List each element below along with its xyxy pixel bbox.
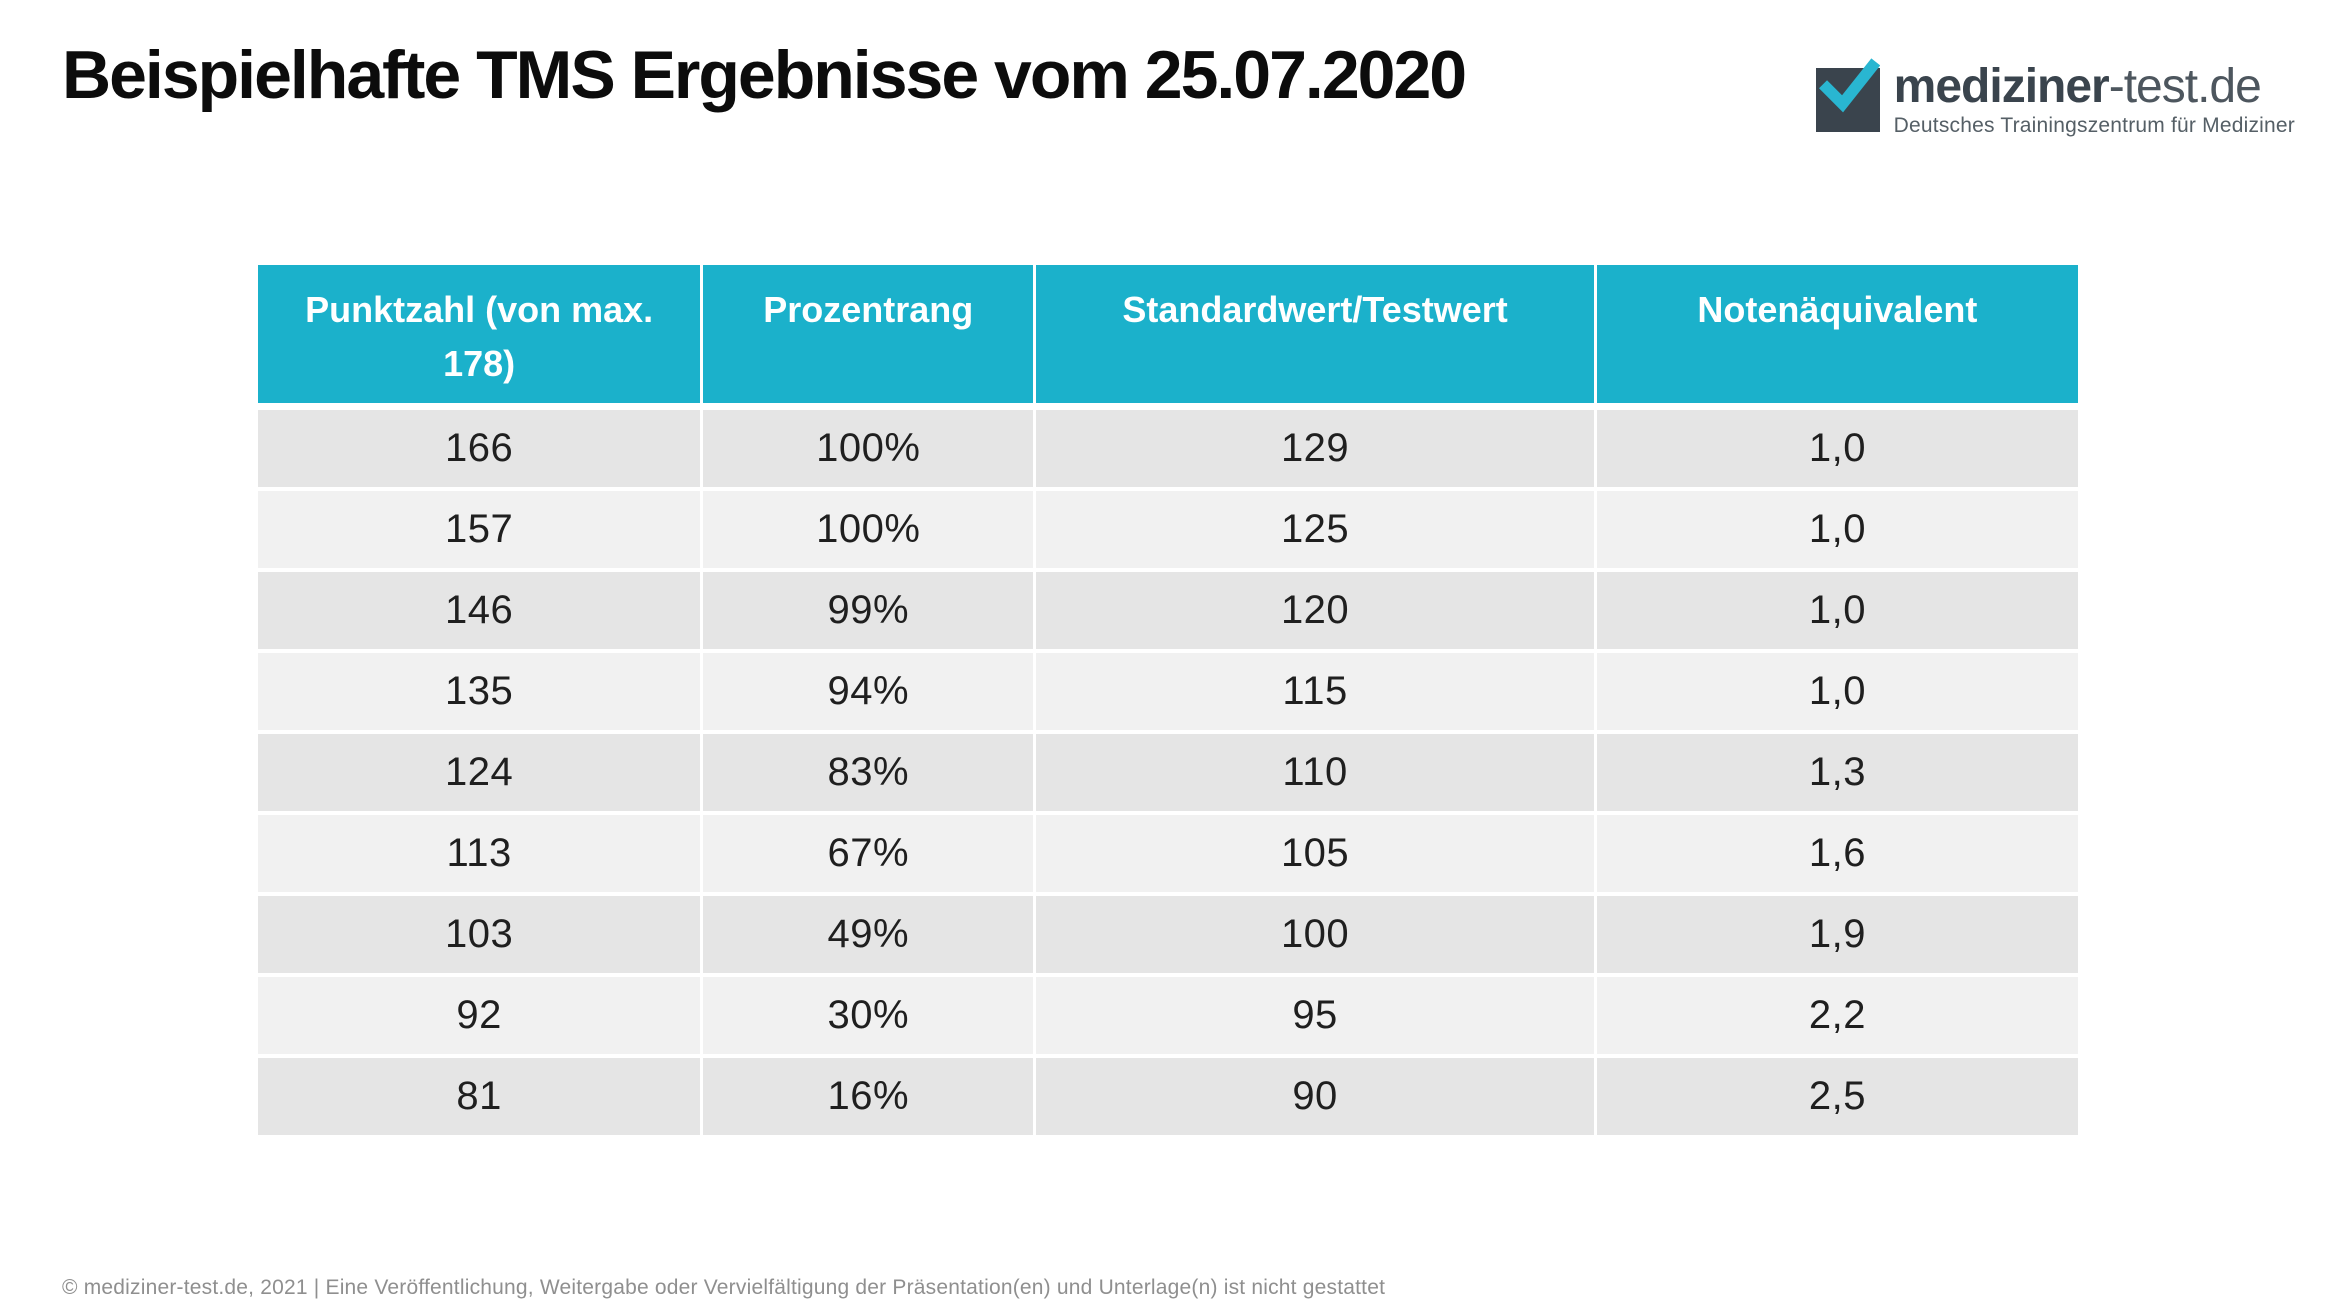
table-row: 81 16% 90 2,5	[258, 1058, 2078, 1135]
table-cell: 1,6	[1593, 815, 2078, 892]
logo-brand: mediziner-test.de	[1893, 60, 2295, 113]
table-cell: 99%	[700, 572, 1034, 649]
table-cell: 2,2	[1593, 977, 2078, 1054]
table-cell: 135	[258, 653, 701, 730]
table-body: 166 100% 129 1,0 157 100% 125 1,0 146 99% 120 1,0 13…	[258, 410, 2078, 1135]
table-cell: 92	[258, 977, 701, 1054]
logo-brand-light: -test.de	[2108, 60, 2262, 113]
table-cell: 90	[1033, 1058, 1594, 1135]
table-cell: 129	[1033, 410, 1594, 487]
column-header: Standardwert/Testwert	[1033, 265, 1594, 403]
table-row: 113 67% 105 1,6	[258, 815, 2078, 892]
logo-subtitle: Deutsches Trainingszentrum für Mediziner	[1893, 114, 2295, 138]
table-cell: 105	[1033, 815, 1594, 892]
table-row: 157 100% 125 1,0	[258, 491, 2078, 568]
table-cell: 120	[1033, 572, 1594, 649]
table-cell: 157	[258, 491, 701, 568]
table-cell: 1,3	[1593, 734, 2078, 811]
table-cell: 16%	[700, 1058, 1034, 1135]
table-header-row: Punktzahl (von max. 178) Prozentrang Stand…	[258, 265, 2078, 403]
table-cell: 103	[258, 896, 701, 973]
table-cell: 83%	[700, 734, 1034, 811]
copyright-footer: © mediziner-test.de, 2021 | Eine Veröffe…	[62, 1276, 1386, 1299]
brand-logo: mediziner-test.de Deutsches Trainingszen…	[1815, 58, 2295, 138]
table-cell: 49%	[700, 896, 1034, 973]
table-cell: 124	[258, 734, 701, 811]
table-cell: 2,5	[1593, 1058, 2078, 1135]
table-cell: 1,0	[1593, 491, 2078, 568]
logo-textblock: mediziner-test.de Deutsches Trainingszen…	[1893, 60, 2295, 138]
page-title: Beispielhafte TMS Ergebnisse vom 25.07.2…	[62, 37, 1467, 113]
table-cell: 100%	[700, 491, 1034, 568]
table-cell: 125	[1033, 491, 1594, 568]
table-row: 146 99% 120 1,0	[258, 572, 2078, 649]
table-cell: 100%	[700, 410, 1034, 487]
table-cell: 1,0	[1593, 410, 2078, 487]
logo-brand-bold: mediziner	[1893, 60, 2110, 113]
table-cell: 166	[258, 410, 701, 487]
table-cell: 1,0	[1593, 653, 2078, 730]
table-cell: 113	[258, 815, 701, 892]
check-icon	[1818, 58, 1880, 113]
table-cell: 81	[258, 1058, 701, 1135]
column-header: Prozentrang	[700, 265, 1033, 403]
results-table: Punktzahl (von max. 178) Prozentrang Stand…	[258, 265, 2078, 1139]
table-row: 124 83% 110 1,3	[258, 734, 2078, 811]
table-cell: 94%	[700, 653, 1034, 730]
table-cell: 1,0	[1593, 572, 2078, 649]
logo-square	[1815, 58, 1880, 132]
table-cell: 30%	[700, 977, 1034, 1054]
column-header: Notenäquivalent	[1593, 265, 2078, 403]
table-cell: 100	[1033, 896, 1594, 973]
table-cell: 95	[1033, 977, 1594, 1054]
table-row: 135 94% 115 1,0	[258, 653, 2078, 730]
table-cell: 67%	[700, 815, 1034, 892]
table-cell: 1,9	[1593, 896, 2078, 973]
table-row: 92 30% 95 2,2	[258, 977, 2078, 1054]
table-row: 103 49% 100 1,9	[258, 896, 2078, 973]
table-cell: 115	[1033, 653, 1594, 730]
table-cell: 110	[1033, 734, 1594, 811]
table-row: 166 100% 129 1,0	[258, 410, 2078, 487]
column-header: Punktzahl (von max. 178)	[305, 289, 654, 384]
table-cell: 146	[258, 572, 701, 649]
